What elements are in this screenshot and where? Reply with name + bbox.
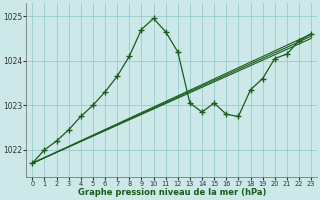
- X-axis label: Graphe pression niveau de la mer (hPa): Graphe pression niveau de la mer (hPa): [77, 188, 266, 197]
